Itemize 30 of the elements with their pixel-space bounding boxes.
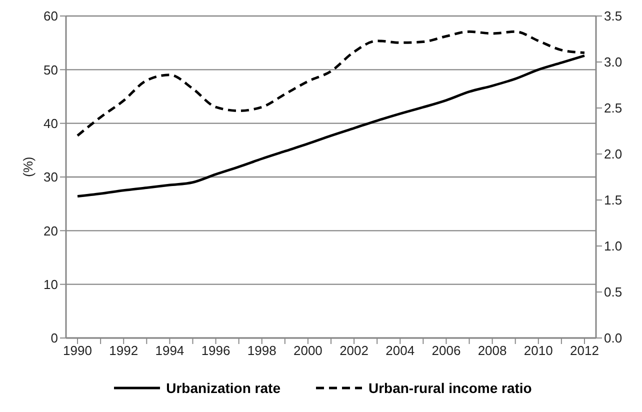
y-tick-label: 60 — [44, 8, 58, 24]
x-tick-label: 2002 — [340, 343, 369, 358]
y2-tick-label: 2.5 — [604, 100, 622, 116]
y2-tick-label: 1.0 — [604, 238, 622, 254]
x-tick-label: 1998 — [247, 343, 276, 358]
y-axis-title: (%) — [20, 156, 36, 177]
y-tick-label: 30 — [44, 170, 58, 185]
x-tick-label: 1990 — [63, 343, 92, 358]
x-tick-label: 2008 — [478, 343, 507, 358]
x-tick-label: 1994 — [155, 343, 184, 358]
x-tick-label: 2006 — [432, 343, 461, 358]
x-tick-label: 2010 — [524, 343, 553, 358]
y-tick-label: 10 — [44, 276, 58, 292]
y2-tick-label: 3.5 — [604, 8, 622, 24]
y2-tick-label: 0.5 — [604, 284, 622, 300]
x-tick-label: 1992 — [109, 343, 138, 358]
x-tick-label: 1996 — [201, 343, 230, 358]
y2-tick-label: 0.0 — [604, 330, 622, 346]
legend-label: Urban-rural income ratio — [368, 380, 532, 396]
y-tick-label: 0 — [50, 330, 58, 346]
x-tick-label: 2012 — [570, 343, 599, 358]
y2-tick-label: 1.5 — [604, 192, 622, 208]
y2-tick-label: 3.0 — [604, 54, 622, 70]
x-tick-label: 2000 — [293, 343, 322, 358]
y-tick-label: 20 — [44, 223, 58, 238]
x-tick-label: 2004 — [386, 343, 415, 358]
y-tick-label: 40 — [44, 116, 58, 131]
y-tick-label: 50 — [44, 62, 58, 78]
legend-label: Urbanization rate — [166, 380, 280, 396]
y2-tick-label: 2.0 — [604, 146, 622, 162]
